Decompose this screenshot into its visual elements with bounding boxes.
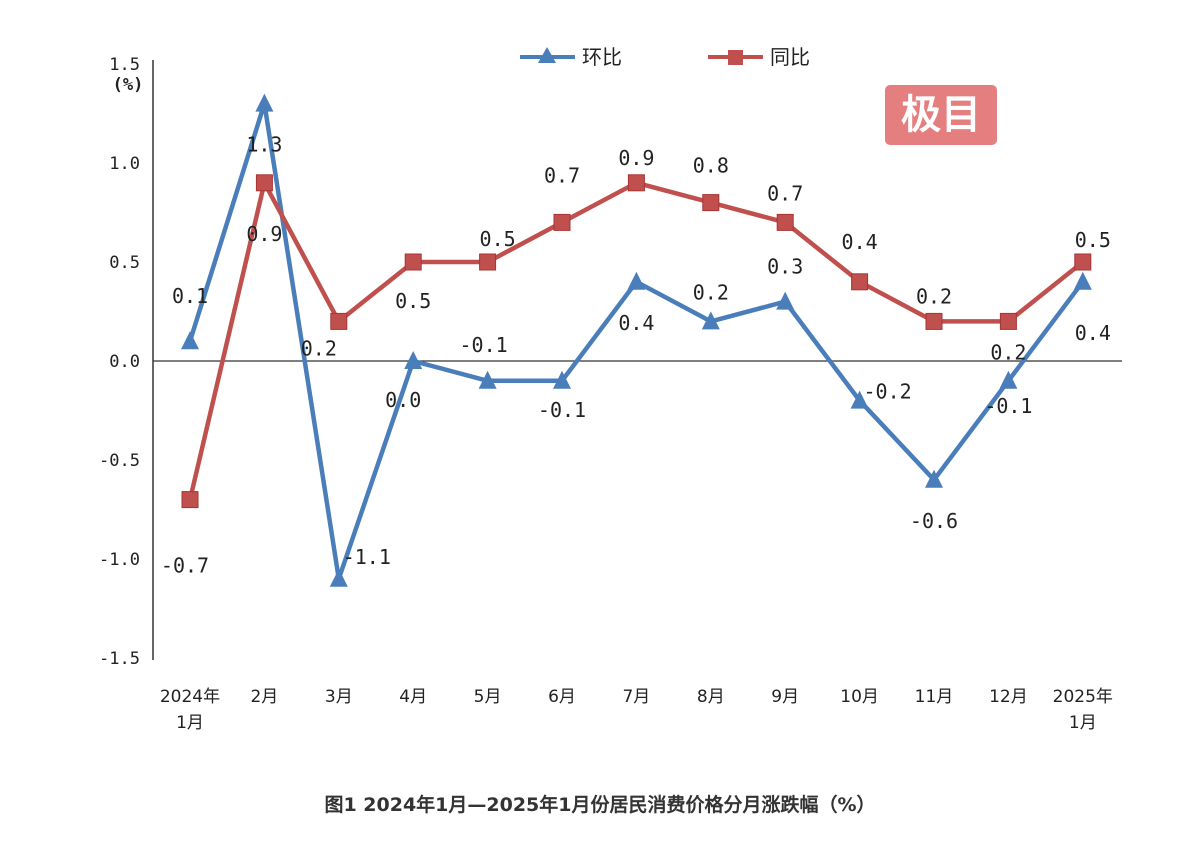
- data-label: -1.1: [343, 545, 391, 569]
- data-point-square: [553, 213, 571, 231]
- x-tick-label: 7月: [622, 687, 650, 707]
- y-tick-label: -1.5: [99, 649, 140, 669]
- data-point-triangle: [329, 568, 348, 587]
- data-label: 0.4: [1075, 321, 1111, 345]
- data-point-square: [702, 194, 720, 212]
- data-point-triangle: [776, 291, 795, 310]
- y-unit-label: (%): [113, 75, 144, 95]
- y-tick-label: 0.5: [109, 253, 140, 273]
- data-point-square: [255, 174, 273, 192]
- data-point-triangle: [404, 351, 423, 369]
- data-label: 0.2: [693, 280, 729, 304]
- x-tick-label: 10月: [840, 687, 879, 707]
- watermark-logo: 极目: [885, 85, 997, 145]
- data-label: -0.1: [460, 333, 508, 357]
- data-label: 0.9: [618, 146, 654, 170]
- data-label: -0.1: [538, 398, 586, 422]
- data-label: 1.3: [246, 133, 282, 157]
- data-point-triangle: [478, 370, 497, 389]
- data-point-square: [330, 312, 348, 330]
- data-label: 0.5: [1075, 228, 1111, 252]
- data-label: 0.1: [172, 284, 208, 308]
- y-tick-label: -1.0: [99, 550, 140, 570]
- data-point-triangle: [850, 390, 869, 409]
- data-point-triangle: [553, 370, 571, 389]
- data-label: -0.2: [864, 380, 912, 404]
- x-tick-label: 2月: [250, 687, 278, 707]
- data-point-triangle: [925, 469, 943, 488]
- y-tick-label: 0.0: [109, 352, 140, 372]
- data-label: 0.5: [480, 227, 516, 251]
- data-label: 0.2: [301, 336, 337, 360]
- data-point-square: [1074, 253, 1092, 271]
- x-tick-label: 4月: [399, 687, 427, 707]
- data-label: 0.7: [544, 163, 580, 187]
- legend-label: 环比: [582, 45, 622, 69]
- x-tick-label: 5月: [474, 687, 502, 707]
- x-tick-label: 2024年: [160, 687, 220, 707]
- data-point-triangle: [181, 331, 199, 350]
- data-label: 0.2: [916, 284, 952, 308]
- data-label: -0.1: [984, 394, 1032, 418]
- data-label: 0.4: [618, 311, 654, 335]
- data-label: 0.7: [767, 181, 803, 205]
- data-label: 0.0: [385, 388, 421, 412]
- data-point-square: [404, 253, 422, 271]
- x-tick-label: 8月: [697, 687, 725, 707]
- x-tick-label: 12月: [989, 687, 1028, 707]
- chart-caption: 图1 2024年1月—2025年1月份居民消费价格分月涨跌幅（%）: [324, 794, 876, 816]
- data-point-triangle: [627, 271, 646, 290]
- data-point-square: [479, 253, 497, 271]
- data-point-square: [999, 312, 1017, 330]
- x-tick-label: 6月: [548, 687, 576, 707]
- legend-triangle-icon: [538, 47, 556, 63]
- y-tick-label: 1.5: [109, 55, 140, 75]
- data-label: 0.9: [246, 222, 282, 246]
- data-point-square: [627, 174, 645, 192]
- data-label: 0.4: [842, 230, 878, 254]
- legend-label: 同比: [770, 45, 810, 69]
- y-tick-label: -0.5: [99, 451, 140, 471]
- data-point-square: [851, 273, 869, 291]
- data-label: 0.8: [693, 154, 729, 178]
- data-label: -0.6: [910, 509, 958, 533]
- legend-square-icon: [728, 50, 743, 65]
- x-tick-label: 3月: [325, 687, 353, 707]
- data-point-triangle: [701, 311, 720, 330]
- data-label: 0.5: [395, 289, 431, 313]
- data-point-triangle: [1073, 271, 1092, 290]
- y-tick-label: 1.0: [109, 154, 140, 174]
- data-label: 0.3: [767, 255, 803, 279]
- data-point-square: [776, 213, 794, 231]
- data-point-triangle: [255, 93, 274, 112]
- x-tick-label: 1月: [1069, 713, 1097, 733]
- data-label: 0.2: [990, 340, 1026, 364]
- data-point-square: [181, 491, 199, 509]
- x-tick-label: 2025年: [1053, 687, 1113, 707]
- x-tick-label: 9月: [771, 687, 799, 707]
- x-tick-label: 1月: [176, 713, 204, 733]
- x-tick-label: 11月: [915, 687, 954, 707]
- data-point-square: [925, 312, 943, 330]
- data-label: -0.7: [161, 554, 209, 578]
- data-point-triangle: [999, 370, 1018, 389]
